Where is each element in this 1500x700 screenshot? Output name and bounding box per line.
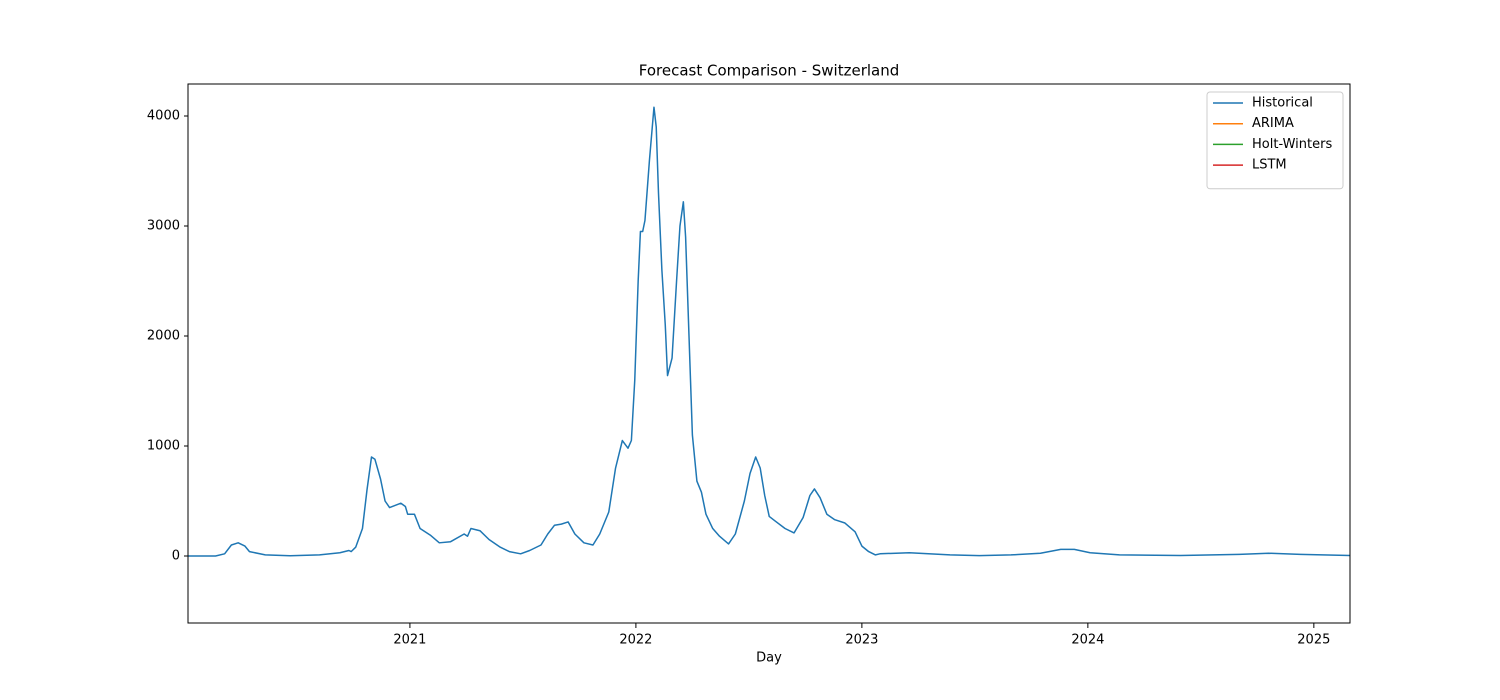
legend-label: Historical — [1252, 96, 1313, 111]
legend-label: LSTM — [1252, 158, 1287, 173]
x-tick-label: 2025 — [1297, 633, 1330, 648]
legend-label: Holt-Winters — [1252, 137, 1332, 152]
series-line — [188, 106, 1350, 557]
x-tick-label: 2023 — [845, 633, 878, 648]
y-tick-label: 1000 — [147, 439, 180, 454]
y-tick-label: 0 — [172, 549, 180, 564]
x-tick-label: 2022 — [619, 633, 652, 648]
chart-title: Forecast Comparison - Switzerland — [639, 62, 900, 80]
y-tick-label: 3000 — [147, 219, 180, 234]
x-axis-label: Day — [756, 651, 782, 666]
y-tick-label: 4000 — [147, 109, 180, 124]
x-tick-label: 2024 — [1071, 633, 1104, 648]
y-tick-label: 2000 — [147, 329, 180, 344]
legend-label: ARIMA — [1252, 116, 1294, 131]
x-tick-label: 2021 — [393, 633, 426, 648]
plot-frame — [187, 83, 1351, 624]
